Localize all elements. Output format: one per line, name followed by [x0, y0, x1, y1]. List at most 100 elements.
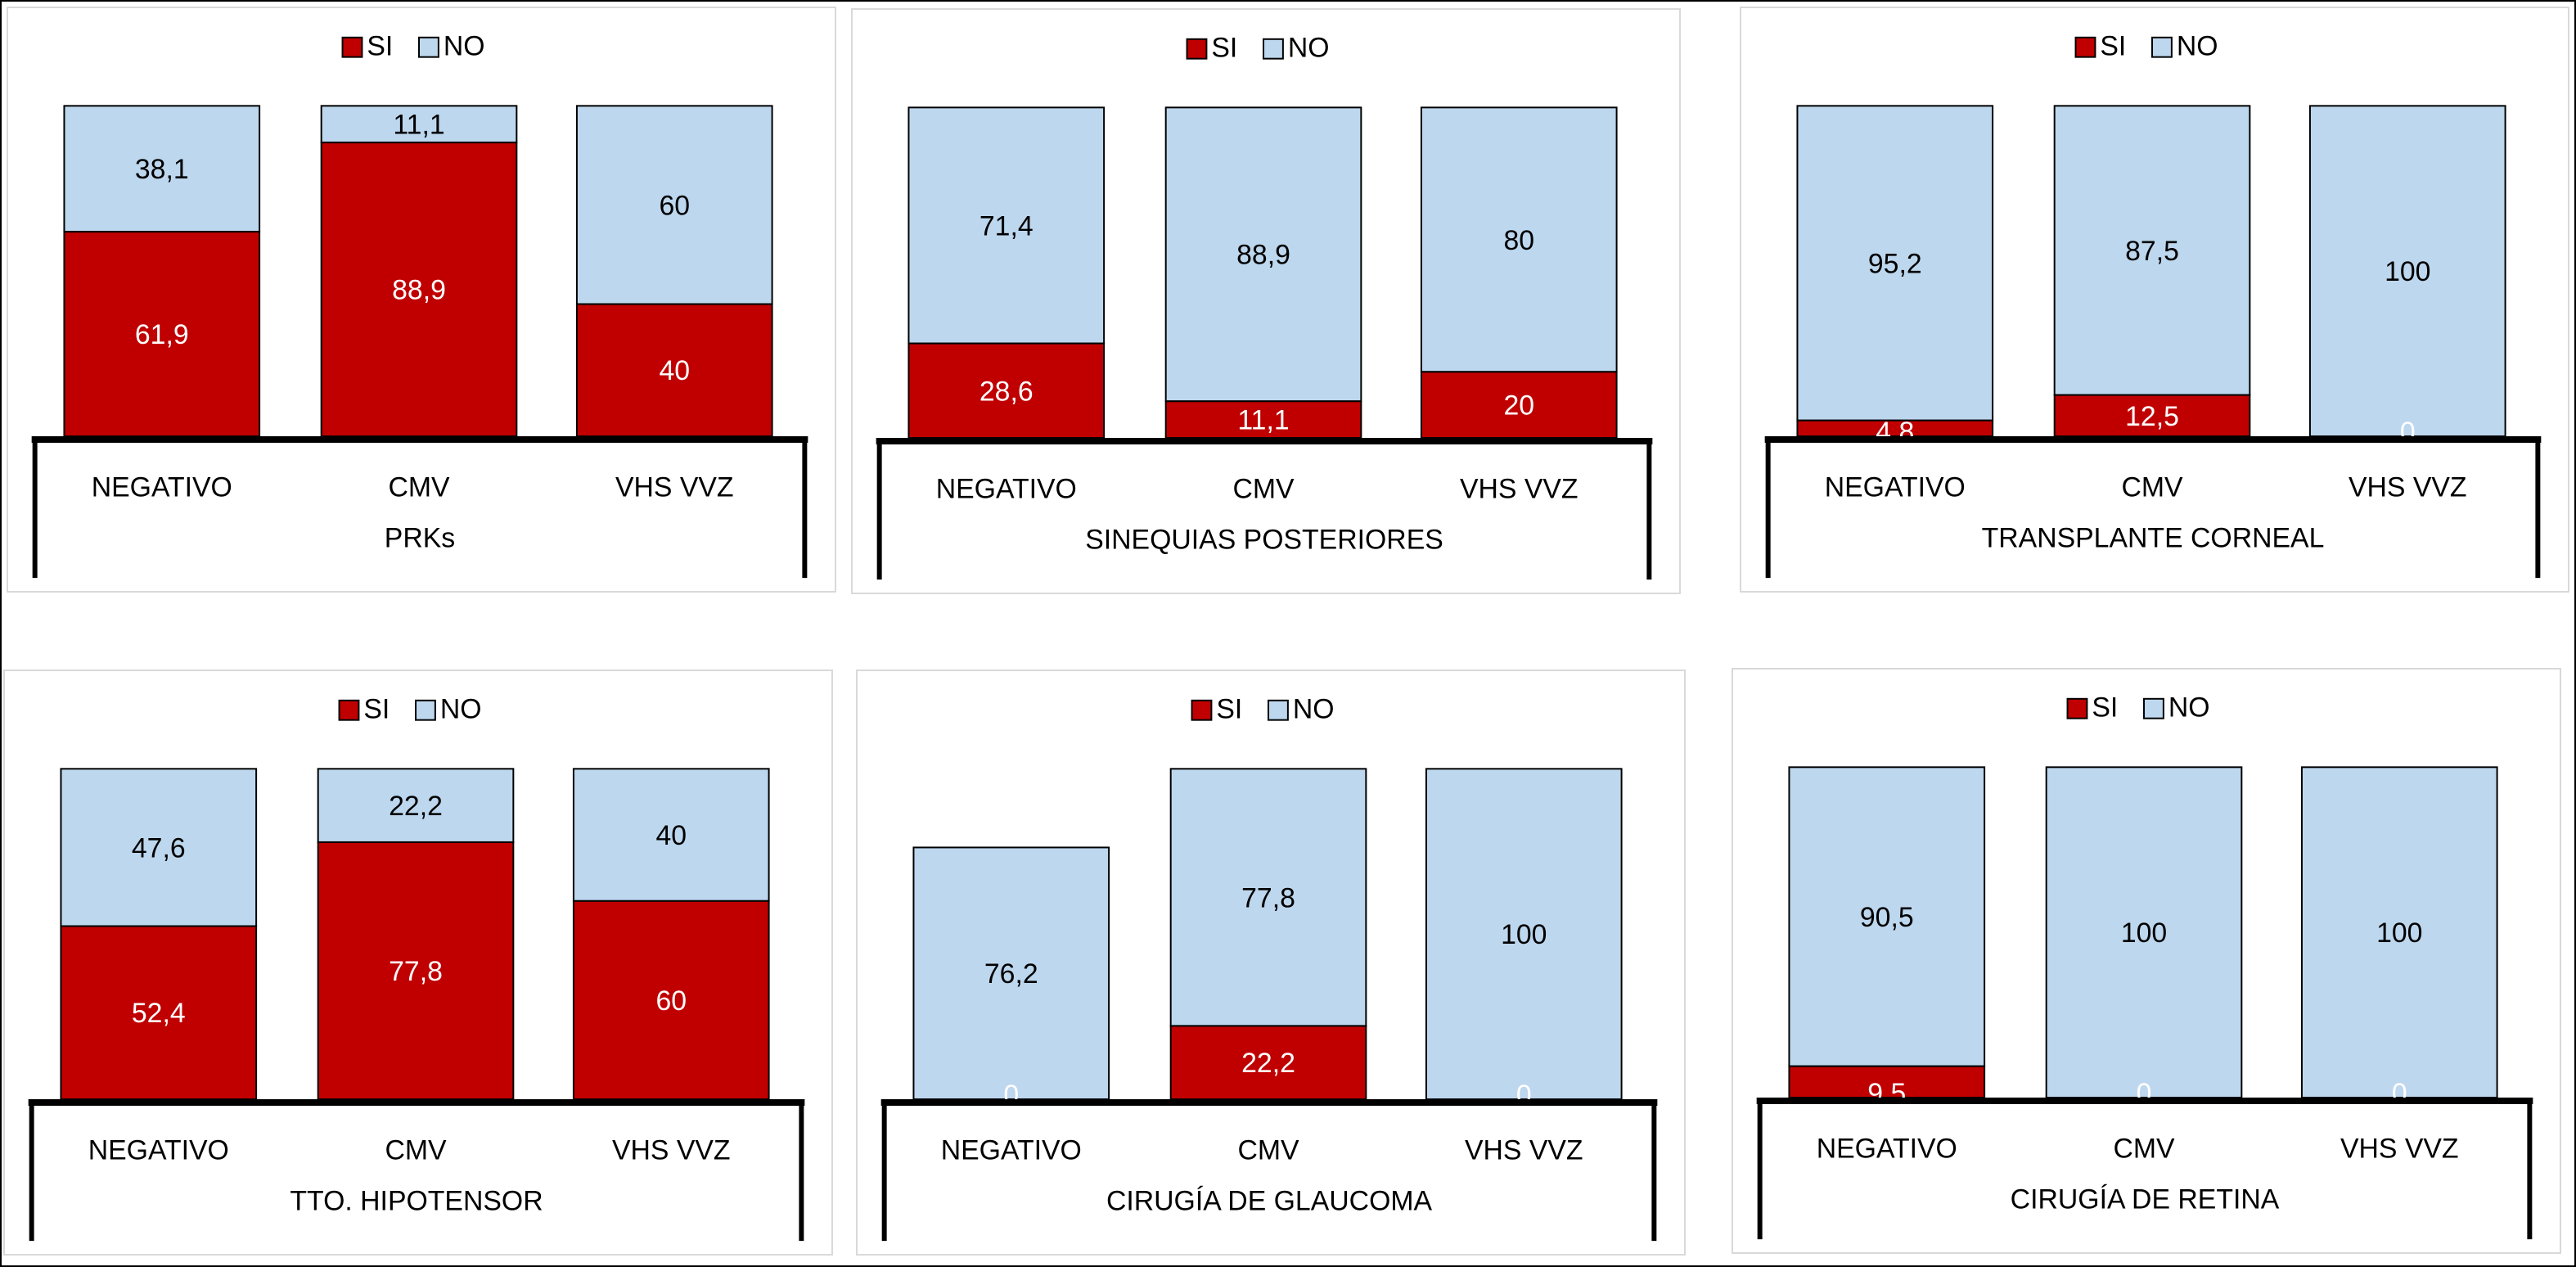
category-label: VHS VVZ	[2349, 472, 2467, 503]
bar-no	[572, 768, 770, 902]
category-label: VHS VVZ	[612, 1135, 731, 1166]
legend-swatch-no	[2151, 36, 2173, 58]
data-label-si: 52,4	[132, 998, 186, 1029]
data-label-no: 90,5	[1860, 902, 1914, 933]
data-label-si: 0	[2137, 1078, 2152, 1109]
data-label-si: 60	[655, 985, 687, 1017]
data-label-si: 28,6	[980, 376, 1034, 407]
legend-swatch-si	[2066, 697, 2088, 719]
bar-no	[912, 846, 1110, 1101]
chart-panel-prks: SI NO 38,1 61,9 NEGATIVO 11,1 88,9 CMV 60 40 VHS V…	[7, 7, 836, 593]
data-label-si: 0	[1516, 1080, 1532, 1111]
data-label-no: 40	[655, 820, 687, 851]
bar-si	[1164, 400, 1362, 440]
legend-swatch-si	[1191, 699, 1213, 721]
bar-si	[575, 303, 773, 438]
data-label-no: 71,4	[980, 210, 1034, 241]
category-label: NEGATIVO	[1817, 1134, 1957, 1165]
legend-label-si: SI	[1211, 33, 1237, 64]
data-label-no: 76,2	[984, 958, 1038, 990]
legend-swatch-si	[338, 699, 360, 721]
data-label-si: 11,1	[1237, 405, 1289, 436]
chart-svg: SI NO 95,2 4,8 NEGATIVO 87,5 12,5 CMV 100 0 VHS VV…	[1764, 31, 2542, 579]
group-label: CIRUGÍA DE RETINA	[2011, 1184, 2280, 1215]
category-label: CMV	[385, 1135, 447, 1166]
category-label: NEGATIVO	[1825, 472, 1966, 503]
data-label-no: 11,1	[393, 110, 444, 141]
bar-si	[1788, 1065, 1986, 1099]
chart-panel-glaucoma: SI NO 76,2 0 NEGATIVO 77,8 22,2 CMV 100 0 VHS VVZ C…	[856, 670, 1686, 1256]
data-label-si: 4,8	[1876, 417, 1914, 448]
data-label-no: 88,9	[1236, 240, 1290, 271]
data-label-no: 38,1	[135, 154, 189, 185]
group-label: CIRUGÍA DE GLAUCOMA	[1106, 1185, 1433, 1216]
chart-panel-transplante: SI NO 95,2 4,8 NEGATIVO 87,5 12,5 CMV 100 0 VHS VV…	[1740, 7, 2569, 593]
group-label: PRKs	[385, 522, 455, 553]
category-label: VHS VVZ	[2340, 1134, 2459, 1165]
chart-svg: SI NO 76,2 0 NEGATIVO 77,8 22,2 CMV 100 0 VHS VVZ C…	[880, 694, 1658, 1242]
bar-si	[572, 900, 770, 1101]
bar-no	[1425, 768, 1623, 1101]
category-label: CMV	[2121, 472, 2183, 503]
bar-si	[1169, 1025, 1367, 1101]
bar-no	[1796, 105, 1994, 422]
data-label-no: 47,6	[132, 832, 186, 863]
bar-no	[1420, 106, 1618, 373]
legend-swatch-no	[2143, 697, 2164, 719]
chart-svg: SI NO 71,4 28,6 NEGATIVO 88,9 11,1 CMV 80 20 VHS V…	[876, 33, 1653, 580]
group-label: SINEQUIAS POSTERIORES	[1085, 524, 1443, 555]
category-label: VHS VVZ	[615, 472, 734, 503]
chart-svg: SI NO 47,6 52,4 NEGATIVO 22,2 77,8 CMV 40 60 VHS V…	[28, 694, 805, 1242]
data-label-no: 22,2	[389, 791, 443, 822]
legend-swatch-si	[1186, 38, 1208, 60]
legend-swatch-no	[418, 36, 439, 58]
data-label-si: 20	[1503, 390, 1534, 422]
legend-label-si: SI	[1216, 694, 1242, 725]
data-label-no: 87,5	[2125, 236, 2179, 267]
data-label-si: 22,2	[1241, 1048, 1295, 1079]
chart-panel-retina: SI NO 90,5 9,5 NEGATIVO 100 0 CMV 100 0 VHS VVZ CIR…	[1732, 668, 2561, 1254]
category-label: NEGATIVO	[92, 472, 232, 503]
chart-svg: SI NO 38,1 61,9 NEGATIVO 11,1 88,9 CMV 60 40 VHS V…	[31, 31, 808, 579]
category-label: CMV	[388, 472, 450, 503]
legend-label-si: SI	[2092, 692, 2118, 724]
legend-swatch-si	[2074, 36, 2096, 58]
bar-no	[1788, 766, 1986, 1067]
legend-swatch-si	[341, 36, 363, 58]
data-label-si: 77,8	[389, 956, 443, 987]
category-label: CMV	[1237, 1135, 1299, 1166]
bar-si	[60, 925, 258, 1101]
data-label-si: 0	[2400, 417, 2416, 448]
bar-no	[1169, 768, 1367, 1027]
data-label-si: 12,5	[2125, 401, 2179, 432]
data-label-si: 40	[659, 355, 690, 386]
category-label: VHS VVZ	[1465, 1135, 1583, 1166]
legend-label-no: NO	[1288, 33, 1330, 64]
category-label: CMV	[1232, 474, 1295, 505]
bar-no	[317, 768, 515, 843]
bar-no	[2308, 105, 2506, 438]
data-label-no: 95,2	[1868, 248, 1922, 279]
bar-si	[320, 142, 518, 438]
category-label: NEGATIVO	[88, 1135, 229, 1166]
legend-label-si: SI	[2100, 31, 2126, 62]
data-label-si: 0	[1003, 1080, 1019, 1111]
data-label-si: 61,9	[135, 319, 189, 350]
chart-svg: SI NO 90,5 9,5 NEGATIVO 100 0 CMV 100 0 VHS VVZ CIR…	[1756, 692, 2533, 1240]
data-label-no: 80	[1503, 225, 1534, 256]
legend-label-no: NO	[444, 31, 485, 62]
data-label-si: 88,9	[392, 275, 446, 306]
bar-no	[2045, 766, 2243, 1099]
legend-label-si: SI	[363, 694, 390, 725]
legend-label-no: NO	[2168, 692, 2210, 724]
bar-no	[907, 106, 1106, 345]
legend-label-no: NO	[1293, 694, 1335, 725]
bar-no	[2053, 105, 2251, 396]
bar-no	[60, 768, 258, 927]
category-label: NEGATIVO	[941, 1135, 1082, 1166]
data-label-no: 100	[2385, 256, 2430, 287]
bar-si	[63, 231, 261, 438]
chart-panel-sinequias: SI NO 71,4 28,6 NEGATIVO 88,9 11,1 CMV 80 20 VHS V…	[851, 8, 1681, 594]
data-label-si: 9,5	[1867, 1078, 1906, 1109]
